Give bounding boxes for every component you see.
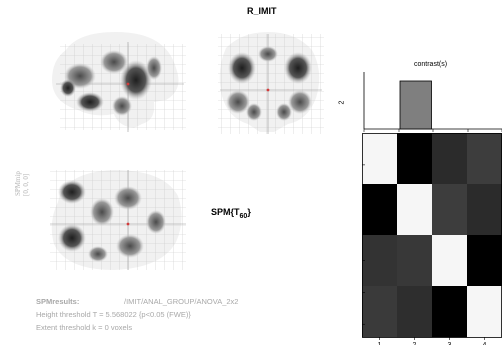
design-matrix-cell (432, 184, 468, 236)
glass-brain-sagittal (52, 32, 186, 132)
design-matrix: 102030405060 1 2 3 4 (362, 133, 502, 345)
statistic-df: 60 (239, 212, 248, 220)
page-title: R_IMIT (247, 6, 277, 16)
design-matrix-cell (362, 184, 398, 236)
mip-side-label: SPMmip [0, 0, 0] (14, 166, 30, 196)
extent-threshold: Extent threshold k = 0 voxels (36, 323, 133, 332)
design-matrix-cell (362, 235, 398, 287)
mip-label: SPMmip (14, 171, 22, 196)
results-path: /IMIT/ANAL_GROUP/ANOVA_2x2 (124, 297, 239, 306)
design-matrix-cell (432, 235, 468, 287)
contrast-plot (363, 72, 502, 132)
design-matrix-cell (397, 235, 433, 287)
contrast-bar-2 (399, 80, 432, 130)
design-matrix-cell (467, 184, 502, 236)
design-matrix-cell (432, 286, 468, 338)
design-matrix-cells (362, 133, 502, 338)
contrast-index: 2 (338, 100, 346, 105)
contrast-bars (399, 80, 432, 130)
results-label: SPMresults: (36, 297, 80, 306)
glass-brain-axial (50, 170, 186, 270)
statistic-label: SPM{T60} (211, 207, 251, 220)
design-matrix-cell (397, 133, 433, 185)
design-matrix-cell (362, 133, 398, 185)
design-matrix-cell (432, 133, 468, 185)
col-tick-label: 3 (448, 342, 452, 345)
glass-brain-coronal (218, 32, 324, 134)
design-matrix-row-ticks: 102030405060 (362, 164, 365, 325)
col-tick-label: 2 (413, 342, 417, 345)
statistic-name: SPM{T (211, 207, 240, 217)
height-threshold: Height threshold T = 5.568022 {p<0.05 (F… (36, 310, 191, 319)
design-matrix-cell (467, 133, 502, 185)
design-matrix-cell (362, 286, 398, 338)
design-matrix-cell (467, 286, 502, 338)
design-matrix-cell (397, 286, 433, 338)
results-path-row: SPMresults: /IMIT/ANAL_GROUP/ANOVA_2x2 (36, 295, 238, 308)
design-matrix-cell (467, 235, 502, 287)
statistic-close: } (247, 207, 251, 217)
contrast-title: contrast(s) (414, 61, 448, 68)
design-matrix-cell (397, 184, 433, 236)
col-tick-label: 4 (483, 342, 487, 345)
col-tick-label: 1 (378, 342, 382, 345)
mip-coords: [0, 0, 0] (22, 173, 30, 196)
design-matrix-col-ticks: 1 2 3 4 (378, 337, 487, 345)
results-info: SPMresults: /IMIT/ANAL_GROUP/ANOVA_2x2 He… (36, 295, 238, 334)
